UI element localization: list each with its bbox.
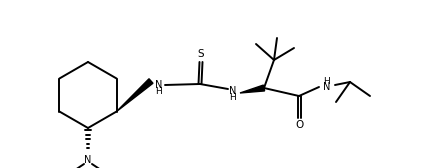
Polygon shape (117, 79, 153, 112)
Text: H: H (156, 87, 162, 95)
Text: N: N (84, 155, 92, 165)
Text: O: O (295, 120, 303, 130)
Text: N: N (229, 86, 237, 96)
Text: H: H (230, 93, 236, 101)
Polygon shape (240, 85, 265, 93)
Text: S: S (198, 49, 204, 59)
Text: N: N (324, 82, 331, 92)
Text: H: H (324, 76, 330, 86)
Text: N: N (155, 80, 163, 90)
